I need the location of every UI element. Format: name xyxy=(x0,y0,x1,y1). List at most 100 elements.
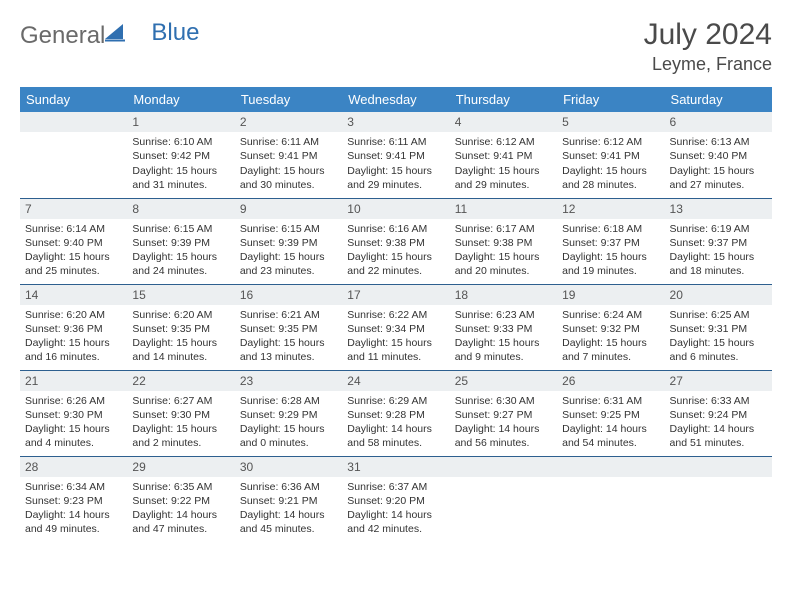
calendar-cell: 27Sunrise: 6:33 AMSunset: 9:24 PMDayligh… xyxy=(665,370,772,456)
calendar-cell: 3Sunrise: 6:11 AMSunset: 9:41 PMDaylight… xyxy=(342,112,449,198)
calendar-cell: 28Sunrise: 6:34 AMSunset: 9:23 PMDayligh… xyxy=(20,456,127,542)
day-body: Sunrise: 6:21 AMSunset: 9:35 PMDaylight:… xyxy=(235,305,342,369)
calendar-row: 28Sunrise: 6:34 AMSunset: 9:23 PMDayligh… xyxy=(20,456,772,542)
calendar-row: 21Sunrise: 6:26 AMSunset: 9:30 PMDayligh… xyxy=(20,370,772,456)
day-number: 27 xyxy=(665,371,772,391)
calendar-cell-empty xyxy=(557,456,664,542)
day-number xyxy=(665,457,772,477)
day-number: 4 xyxy=(450,112,557,132)
day-body: Sunrise: 6:27 AMSunset: 9:30 PMDaylight:… xyxy=(127,391,234,455)
day-body: Sunrise: 6:26 AMSunset: 9:30 PMDaylight:… xyxy=(20,391,127,455)
day-number: 9 xyxy=(235,199,342,219)
day-number: 11 xyxy=(450,199,557,219)
location-label: Leyme, France xyxy=(644,54,772,75)
day-header: Monday xyxy=(127,87,234,112)
calendar-cell-empty xyxy=(20,112,127,198)
calendar-cell: 20Sunrise: 6:25 AMSunset: 9:31 PMDayligh… xyxy=(665,284,772,370)
title-block: July 2024 Leyme, France xyxy=(644,18,772,75)
day-number: 8 xyxy=(127,199,234,219)
day-body: Sunrise: 6:35 AMSunset: 9:22 PMDaylight:… xyxy=(127,477,234,541)
calendar-cell: 29Sunrise: 6:35 AMSunset: 9:22 PMDayligh… xyxy=(127,456,234,542)
calendar-cell: 26Sunrise: 6:31 AMSunset: 9:25 PMDayligh… xyxy=(557,370,664,456)
day-number: 30 xyxy=(235,457,342,477)
day-body: Sunrise: 6:15 AMSunset: 9:39 PMDaylight:… xyxy=(235,219,342,283)
calendar-cell-empty xyxy=(665,456,772,542)
day-number: 7 xyxy=(20,199,127,219)
header: General Blue July 2024 Leyme, France xyxy=(20,18,772,75)
calendar-cell: 30Sunrise: 6:36 AMSunset: 9:21 PMDayligh… xyxy=(235,456,342,542)
day-number: 17 xyxy=(342,285,449,305)
calendar-row: 14Sunrise: 6:20 AMSunset: 9:36 PMDayligh… xyxy=(20,284,772,370)
calendar-cell: 24Sunrise: 6:29 AMSunset: 9:28 PMDayligh… xyxy=(342,370,449,456)
calendar-cell: 12Sunrise: 6:18 AMSunset: 9:37 PMDayligh… xyxy=(557,198,664,284)
day-number: 6 xyxy=(665,112,772,132)
brand-part1: General xyxy=(20,22,105,50)
calendar-cell: 25Sunrise: 6:30 AMSunset: 9:27 PMDayligh… xyxy=(450,370,557,456)
day-number: 2 xyxy=(235,112,342,132)
calendar-cell: 7Sunrise: 6:14 AMSunset: 9:40 PMDaylight… xyxy=(20,198,127,284)
day-body: Sunrise: 6:15 AMSunset: 9:39 PMDaylight:… xyxy=(127,219,234,283)
day-header: Thursday xyxy=(450,87,557,112)
day-body: Sunrise: 6:37 AMSunset: 9:20 PMDaylight:… xyxy=(342,477,449,541)
calendar-cell: 1Sunrise: 6:10 AMSunset: 9:42 PMDaylight… xyxy=(127,112,234,198)
day-number xyxy=(450,457,557,477)
day-body: Sunrise: 6:17 AMSunset: 9:38 PMDaylight:… xyxy=(450,219,557,283)
calendar-cell: 10Sunrise: 6:16 AMSunset: 9:38 PMDayligh… xyxy=(342,198,449,284)
calendar-cell: 13Sunrise: 6:19 AMSunset: 9:37 PMDayligh… xyxy=(665,198,772,284)
day-number: 15 xyxy=(127,285,234,305)
day-body: Sunrise: 6:25 AMSunset: 9:31 PMDaylight:… xyxy=(665,305,772,369)
calendar-row: 1Sunrise: 6:10 AMSunset: 9:42 PMDaylight… xyxy=(20,112,772,198)
day-body: Sunrise: 6:22 AMSunset: 9:34 PMDaylight:… xyxy=(342,305,449,369)
calendar-cell: 5Sunrise: 6:12 AMSunset: 9:41 PMDaylight… xyxy=(557,112,664,198)
day-body: Sunrise: 6:12 AMSunset: 9:41 PMDaylight:… xyxy=(557,132,664,196)
calendar-cell-empty xyxy=(450,456,557,542)
day-body: Sunrise: 6:11 AMSunset: 9:41 PMDaylight:… xyxy=(342,132,449,196)
day-body: Sunrise: 6:28 AMSunset: 9:29 PMDaylight:… xyxy=(235,391,342,455)
day-header-row: SundayMondayTuesdayWednesdayThursdayFrid… xyxy=(20,87,772,112)
day-number: 18 xyxy=(450,285,557,305)
day-body: Sunrise: 6:29 AMSunset: 9:28 PMDaylight:… xyxy=(342,391,449,455)
calendar-cell: 15Sunrise: 6:20 AMSunset: 9:35 PMDayligh… xyxy=(127,284,234,370)
day-number: 16 xyxy=(235,285,342,305)
calendar-cell: 21Sunrise: 6:26 AMSunset: 9:30 PMDayligh… xyxy=(20,370,127,456)
day-header: Friday xyxy=(557,87,664,112)
day-body: Sunrise: 6:14 AMSunset: 9:40 PMDaylight:… xyxy=(20,219,127,283)
day-number: 3 xyxy=(342,112,449,132)
calendar-cell: 31Sunrise: 6:37 AMSunset: 9:20 PMDayligh… xyxy=(342,456,449,542)
calendar-cell: 4Sunrise: 6:12 AMSunset: 9:41 PMDaylight… xyxy=(450,112,557,198)
day-body: Sunrise: 6:18 AMSunset: 9:37 PMDaylight:… xyxy=(557,219,664,283)
day-number: 5 xyxy=(557,112,664,132)
calendar-cell: 8Sunrise: 6:15 AMSunset: 9:39 PMDaylight… xyxy=(127,198,234,284)
day-header: Saturday xyxy=(665,87,772,112)
day-number: 1 xyxy=(127,112,234,132)
day-number: 12 xyxy=(557,199,664,219)
calendar-table: SundayMondayTuesdayWednesdayThursdayFrid… xyxy=(20,87,772,542)
day-number: 10 xyxy=(342,199,449,219)
day-number: 26 xyxy=(557,371,664,391)
month-title: July 2024 xyxy=(644,18,772,52)
calendar-cell: 2Sunrise: 6:11 AMSunset: 9:41 PMDaylight… xyxy=(235,112,342,198)
brand-sail-icon xyxy=(105,24,127,42)
calendar-cell: 14Sunrise: 6:20 AMSunset: 9:36 PMDayligh… xyxy=(20,284,127,370)
day-body: Sunrise: 6:10 AMSunset: 9:42 PMDaylight:… xyxy=(127,132,234,196)
day-header: Sunday xyxy=(20,87,127,112)
day-number xyxy=(20,112,127,132)
day-body: Sunrise: 6:34 AMSunset: 9:23 PMDaylight:… xyxy=(20,477,127,541)
day-body: Sunrise: 6:12 AMSunset: 9:41 PMDaylight:… xyxy=(450,132,557,196)
day-number: 21 xyxy=(20,371,127,391)
calendar-cell: 23Sunrise: 6:28 AMSunset: 9:29 PMDayligh… xyxy=(235,370,342,456)
day-number: 22 xyxy=(127,371,234,391)
calendar-cell: 9Sunrise: 6:15 AMSunset: 9:39 PMDaylight… xyxy=(235,198,342,284)
calendar-cell: 19Sunrise: 6:24 AMSunset: 9:32 PMDayligh… xyxy=(557,284,664,370)
day-number: 13 xyxy=(665,199,772,219)
calendar-cell: 6Sunrise: 6:13 AMSunset: 9:40 PMDaylight… xyxy=(665,112,772,198)
day-body: Sunrise: 6:19 AMSunset: 9:37 PMDaylight:… xyxy=(665,219,772,283)
day-body: Sunrise: 6:11 AMSunset: 9:41 PMDaylight:… xyxy=(235,132,342,196)
day-body: Sunrise: 6:31 AMSunset: 9:25 PMDaylight:… xyxy=(557,391,664,455)
day-body: Sunrise: 6:20 AMSunset: 9:35 PMDaylight:… xyxy=(127,305,234,369)
day-body: Sunrise: 6:33 AMSunset: 9:24 PMDaylight:… xyxy=(665,391,772,455)
brand-logo: General Blue xyxy=(20,18,199,50)
day-number: 23 xyxy=(235,371,342,391)
day-number: 14 xyxy=(20,285,127,305)
day-number: 28 xyxy=(20,457,127,477)
